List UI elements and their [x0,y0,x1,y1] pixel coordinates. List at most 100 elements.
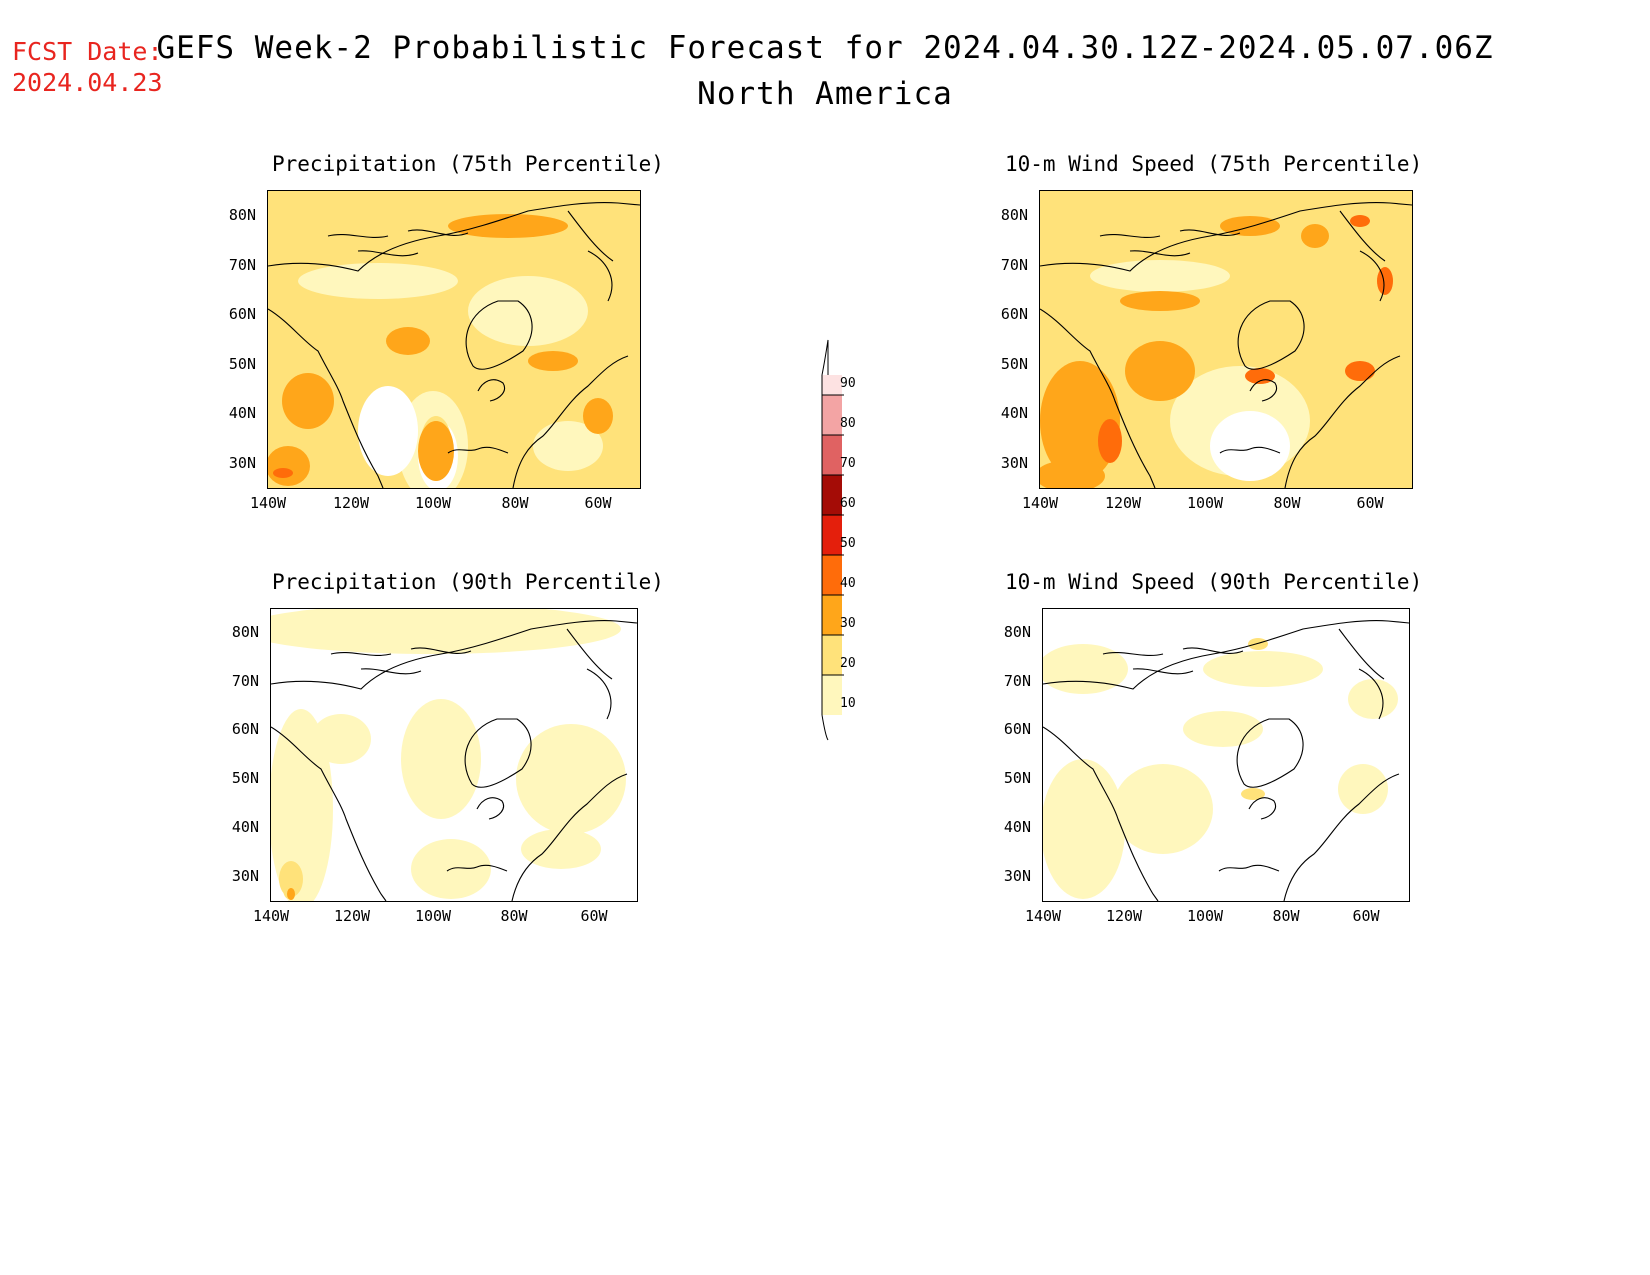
lat-tick: 30N [1003,867,1031,885]
lat-tick: 60N [1000,305,1028,323]
field-patch [1043,759,1125,899]
panel-title: Precipitation (90th Percentile) [272,570,664,594]
field-patch [1345,361,1375,381]
field-patch [1301,224,1329,248]
colorbar-swatch [822,375,842,395]
field-patch [1203,651,1323,687]
colorbar-cap-top [821,339,829,376]
field-patch [533,421,603,471]
lon-tick: 60W [1356,494,1384,512]
lon-tick: 140W [1024,907,1062,925]
colorbar-label: 30 [840,616,856,631]
lat-tick: 80N [231,623,259,641]
coastline [446,864,508,872]
lon-tick: 80W [500,907,528,925]
coastline [1284,355,1401,488]
colorbar-swatch [822,675,842,715]
colorbar-label: 50 [840,536,856,551]
field-patch [271,609,621,654]
field-patch [287,888,295,900]
lat-tick: 60N [228,305,256,323]
lon-tick: 80W [1273,494,1301,512]
field-patch [418,421,454,481]
field-patch [528,351,578,371]
coastline [1043,726,1159,901]
panel-title: 10-m Wind Speed (90th Percentile) [1005,570,1423,594]
lon-tick: 60W [584,494,612,512]
lat-tick: 40N [231,818,259,836]
coastline [271,620,637,690]
lat-tick: 50N [231,769,259,787]
lat-tick: 80N [228,206,256,224]
lon-tick: 120W [332,494,370,512]
colorbar-label: 90 [840,376,856,391]
field-patch [1040,460,1105,488]
map-svg [1040,191,1412,488]
colorbar-label: 20 [840,656,856,671]
colorbar-swatch [822,595,842,635]
field-patch [282,373,334,429]
forecast-date: FCST Date: 2024.04.23 [12,36,163,98]
coastline [447,446,509,454]
coastline [1040,202,1412,272]
colorbar-swatch [822,435,842,475]
field-patch [358,386,418,476]
coastlines [268,202,640,488]
coastlines [1040,202,1412,488]
map-svg [1043,609,1409,901]
field-patch [1377,267,1393,295]
coastline [268,202,640,272]
field-patch [1348,679,1398,719]
lat-tick: 40N [1000,404,1028,422]
colorbar-swatch [822,635,842,675]
coastline [566,628,613,720]
colorbar-swatch [822,395,842,435]
field-patch [1090,260,1230,292]
coastline [1283,773,1400,901]
lon-tick: 80W [501,494,529,512]
coastline [511,773,628,901]
lon-tick: 100W [1186,494,1224,512]
coastline [268,308,384,488]
lat-tick: 30N [231,867,259,885]
coastline [1236,718,1304,788]
field-patch [583,398,613,434]
field-patch [516,724,626,834]
field-patch [268,446,310,486]
lat-tick: 80N [1000,206,1028,224]
lat-tick: 70N [228,256,256,274]
coastline [1040,308,1156,488]
lat-tick: 50N [1000,355,1028,373]
field-patch [521,829,601,869]
coastline [1102,647,1244,675]
field-patch [1210,411,1290,481]
coastlines [271,620,637,901]
coastline [1218,864,1280,872]
lon-tick: 120W [333,907,371,925]
coastline [1338,628,1385,720]
field-patch [1125,341,1195,401]
field-patch [386,327,430,355]
map-svg [271,609,637,901]
coastline [1237,300,1305,370]
field-patch [401,699,481,819]
coastline [1219,446,1281,454]
page-subtitle: North America [697,76,953,112]
field-patch [279,861,303,897]
coastline [465,300,533,370]
coastline [512,355,629,488]
page-title: GEFS Week-2 Probabilistic Forecast for 2… [156,30,1494,66]
lat-tick: 60N [1003,720,1031,738]
colorbar-swatch [822,555,842,595]
colorbar-swatch [822,515,842,555]
forecast-date-value: 2024.04.23 [12,68,163,97]
forecast-date-label: FCST Date: [12,37,163,66]
field-patch [1120,291,1200,311]
lon-tick: 80W [1272,907,1300,925]
map-wind-90 [1042,608,1410,902]
colorbar-label: 60 [840,496,856,511]
field-patch [1338,764,1388,814]
coastline [1248,797,1277,820]
coastline [1099,229,1241,257]
colorbar-label: 70 [840,456,856,471]
